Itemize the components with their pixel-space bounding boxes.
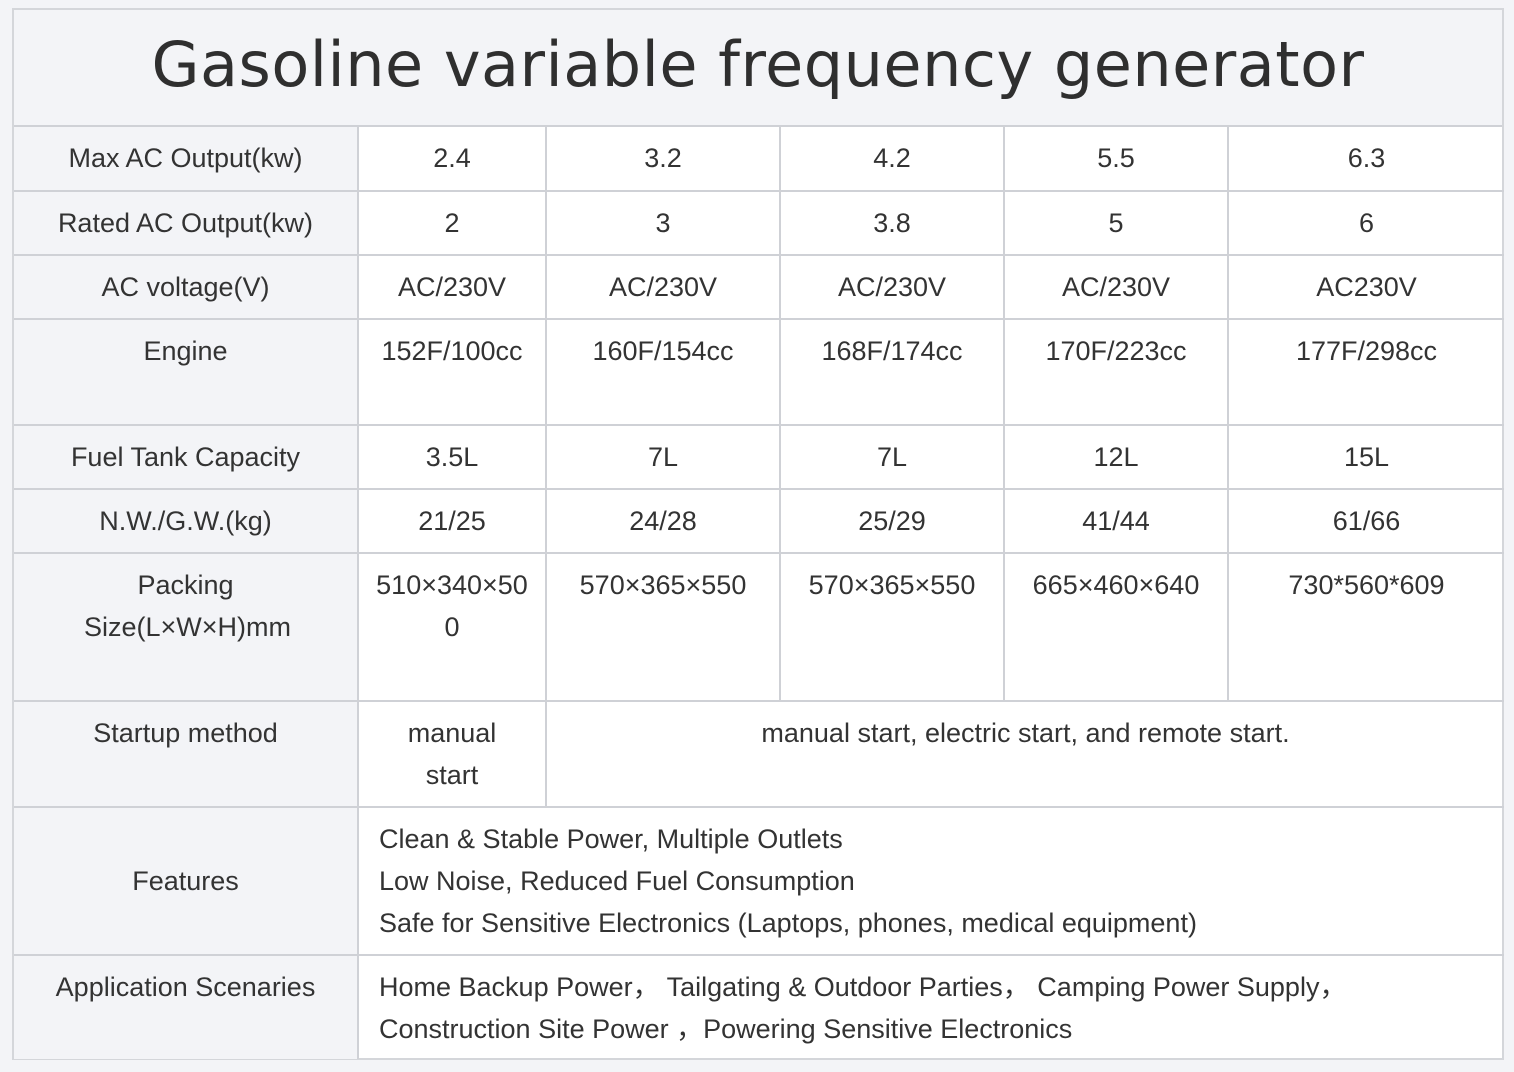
table-cell: 570×365×550 xyxy=(545,552,781,702)
table-cell: AC/230V xyxy=(545,254,781,320)
table-cell: 6 xyxy=(1227,190,1504,256)
table-row-weight: N.W./G.W.(kg) 21/25 24/28 25/29 41/44 61… xyxy=(14,488,1504,554)
table-cell: 21/25 xyxy=(357,488,547,554)
table-cell: 7L xyxy=(779,424,1005,490)
row-label: N.W./G.W.(kg) xyxy=(14,488,359,554)
table-cell: 2 xyxy=(357,190,547,256)
table-cell: 3.2 xyxy=(545,127,781,192)
table-row-ac-voltage: AC voltage(V) AC/230V AC/230V AC/230V AC… xyxy=(14,254,1504,320)
row-label: AC voltage(V) xyxy=(14,254,359,320)
table-cell: 5 xyxy=(1003,190,1229,256)
table-cell: 12L xyxy=(1003,424,1229,490)
application-line: Construction Site Power ，Powering Sensit… xyxy=(379,1014,1073,1044)
table-row-max-ac-output: Max AC Output(kw) 2.4 3.2 4.2 5.5 6.3 xyxy=(14,127,1504,192)
table-cell: manual start xyxy=(357,700,547,808)
features-cell: Clean & Stable Power, Multiple Outlets L… xyxy=(357,806,1504,956)
application-line: Home Backup Power， Tailgating & Outdoor … xyxy=(379,972,1347,1002)
table-cell: AC/230V xyxy=(779,254,1005,320)
table-cell-merged: manual start, electric start, and remote… xyxy=(545,700,1504,808)
spec-sheet: Gasoline variable frequency generator Ma… xyxy=(12,8,1504,1060)
table-cell: 7L xyxy=(545,424,781,490)
table-cell: 15L xyxy=(1227,424,1504,490)
table-cell: 730*560*609 xyxy=(1227,552,1504,702)
row-label: Application Scenaries xyxy=(14,954,359,1059)
row-label: Packing Size(L×W×H)mm xyxy=(14,552,359,702)
table-cell: 41/44 xyxy=(1003,488,1229,554)
table-cell: 61/66 xyxy=(1227,488,1504,554)
feature-line: Safe for Sensitive Electronics (Laptops,… xyxy=(379,908,1197,938)
table-cell: 570×365×550 xyxy=(779,552,1005,702)
table-cell: 3 xyxy=(545,190,781,256)
row-label: Fuel Tank Capacity xyxy=(14,424,359,490)
table-cell: 152F/100cc xyxy=(357,318,547,426)
row-label: Features xyxy=(14,806,359,956)
table-cell: 510×340×500 xyxy=(357,552,547,702)
spec-table: Max AC Output(kw) 2.4 3.2 4.2 5.5 6.3 Ra… xyxy=(14,127,1504,1059)
row-label: Rated AC Output(kw) xyxy=(14,190,359,256)
table-row-rated-ac-output: Rated AC Output(kw) 2 3 3.8 5 6 xyxy=(14,190,1504,256)
table-cell: 160F/154cc xyxy=(545,318,781,426)
table-cell: 3.8 xyxy=(779,190,1005,256)
page-title: Gasoline variable frequency generator xyxy=(151,28,1365,101)
table-row-startup-method: Startup method manual start manual start… xyxy=(14,700,1504,808)
table-row-packing-size: Packing Size(L×W×H)mm 510×340×500 570×36… xyxy=(14,552,1504,702)
feature-line: Low Noise, Reduced Fuel Consumption xyxy=(379,866,855,896)
table-row-engine: Engine 152F/100cc 160F/154cc 168F/174cc … xyxy=(14,318,1504,426)
table-cell: 6.3 xyxy=(1227,127,1504,192)
row-label: Startup method xyxy=(14,700,359,808)
table-cell: AC230V xyxy=(1227,254,1504,320)
table-cell: AC/230V xyxy=(1003,254,1229,320)
table-cell: AC/230V xyxy=(357,254,547,320)
feature-line: Clean & Stable Power, Multiple Outlets xyxy=(379,824,843,854)
table-cell: 3.5L xyxy=(357,424,547,490)
row-label: Max AC Output(kw) xyxy=(14,127,359,192)
table-row-fuel-tank-capacity: Fuel Tank Capacity 3.5L 7L 7L 12L 15L xyxy=(14,424,1504,490)
table-cell: 665×460×640 xyxy=(1003,552,1229,702)
table-row-features: Features Clean & Stable Power, Multiple … xyxy=(14,806,1504,956)
table-cell: 25/29 xyxy=(779,488,1005,554)
table-cell: 24/28 xyxy=(545,488,781,554)
table-cell: 177F/298cc xyxy=(1227,318,1504,426)
table-cell: 170F/223cc xyxy=(1003,318,1229,426)
table-cell: 4.2 xyxy=(779,127,1005,192)
title-bar: Gasoline variable frequency generator xyxy=(14,10,1502,127)
applications-cell: Home Backup Power， Tailgating & Outdoor … xyxy=(357,954,1504,1059)
table-cell: 5.5 xyxy=(1003,127,1229,192)
table-cell: 2.4 xyxy=(357,127,547,192)
table-cell: 168F/174cc xyxy=(779,318,1005,426)
row-label: Engine xyxy=(14,318,359,426)
table-row-application-scenaries: Application Scenaries Home Backup Power，… xyxy=(14,954,1504,1059)
